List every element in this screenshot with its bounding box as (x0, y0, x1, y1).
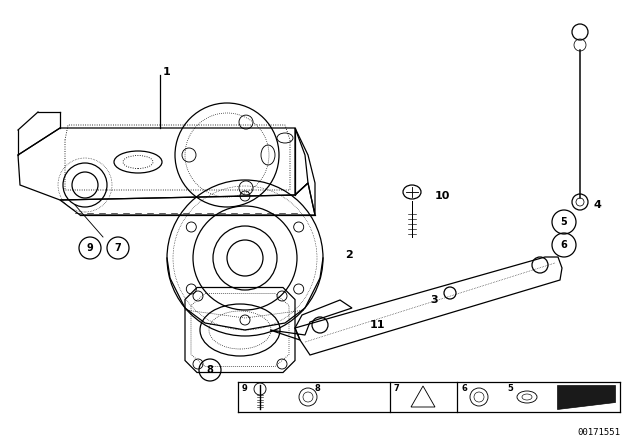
Text: 2: 2 (345, 250, 353, 260)
Text: 4: 4 (593, 200, 601, 210)
Text: 8: 8 (207, 365, 213, 375)
Text: 11: 11 (370, 320, 385, 330)
Text: 6: 6 (461, 384, 467, 393)
Text: 3: 3 (430, 295, 438, 305)
Text: 1: 1 (163, 67, 171, 77)
Text: 6: 6 (561, 240, 568, 250)
Text: 5: 5 (507, 384, 513, 393)
Text: 9: 9 (242, 384, 248, 393)
Text: 8: 8 (314, 384, 320, 393)
Text: 9: 9 (86, 243, 93, 253)
Text: 7: 7 (115, 243, 122, 253)
Text: 7: 7 (394, 384, 400, 393)
Text: 10: 10 (435, 191, 451, 201)
Text: 5: 5 (561, 217, 568, 227)
Text: 00171551: 00171551 (577, 428, 620, 437)
Polygon shape (557, 385, 615, 409)
